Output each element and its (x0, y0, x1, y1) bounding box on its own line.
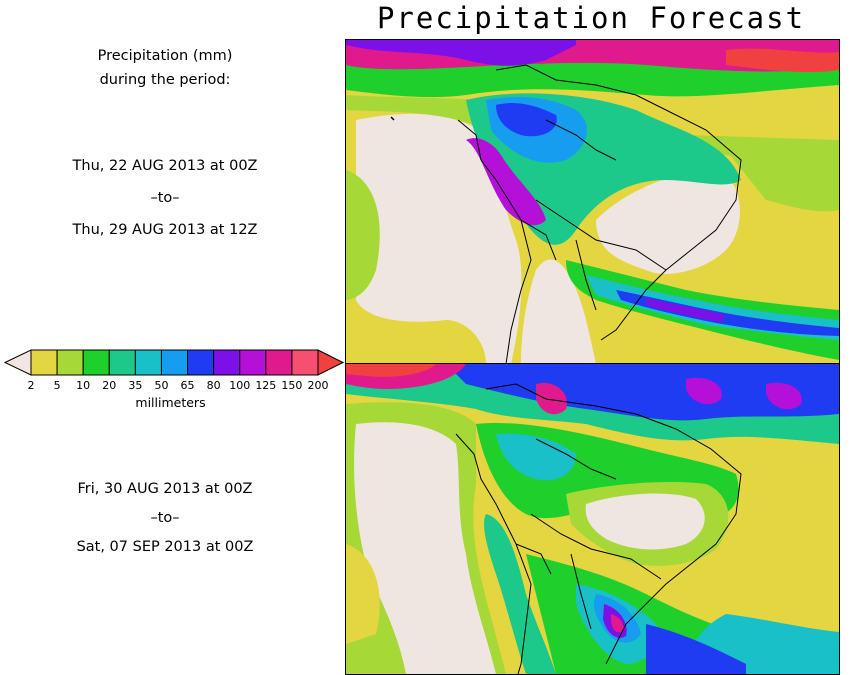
legend-unit-label: millimeters (135, 395, 205, 410)
map-panel-period-1 (345, 39, 840, 365)
legend-color-swatch (187, 349, 215, 376)
header-line-2: during the period: (99, 72, 231, 88)
legend-tick-label: 10 (76, 379, 90, 392)
legend-color-swatch (56, 349, 84, 376)
precip-map-1 (346, 40, 839, 364)
period-1-separator: –to– (150, 190, 180, 206)
header-text: Precipitation (mm) during the period: (0, 44, 330, 92)
period-2-start: Fri, 30 AUG 2013 at 00Z (77, 481, 253, 497)
legend-color-swatch (213, 349, 241, 376)
chart-title: Precipitation Forecast (376, 1, 806, 35)
legend-tick-label: 2 (28, 379, 35, 392)
legend-above-arrow (317, 349, 345, 376)
period-2-end: Sat, 07 SEP 2013 at 00Z (76, 539, 254, 555)
legend-color-swatch (160, 349, 189, 376)
period-2-separator: –to– (150, 510, 180, 526)
legend-color-swatch (82, 349, 110, 376)
legend-tick-label: 65 (181, 379, 195, 392)
legend-tick-label: 100 (229, 379, 250, 392)
map-panel-period-2 (345, 363, 840, 675)
precipitation-legend: 2 5 10 20 35 50 65 80 100 125 150 200 millimeters (0, 340, 345, 430)
period-1-text: Thu, 22 AUG 2013 at 00Z –to– Thu, 29 AUG… (0, 150, 330, 246)
legend-color-swatch (291, 349, 319, 376)
legend-color-swatch (108, 349, 136, 376)
legend-tick-label: 35 (128, 379, 142, 392)
legend-color-swatch (30, 349, 58, 376)
legend-color-swatch (265, 349, 293, 376)
legend-tick-label: 125 (255, 379, 276, 392)
legend-tick-label: 200 (308, 379, 329, 392)
legend-tick-label: 5 (54, 379, 61, 392)
legend-colorbar: 2 5 10 20 35 50 65 80 100 125 150 200 millimeters (3, 349, 345, 410)
legend-tick-label: 80 (207, 379, 221, 392)
period-1-end: Thu, 29 AUG 2013 at 12Z (72, 222, 258, 238)
legend-below-arrow (3, 349, 32, 376)
header-line-1: Precipitation (mm) (97, 48, 233, 64)
legend-color-swatch (134, 349, 162, 376)
legend-tick-label: 50 (154, 379, 168, 392)
precip-map-2 (346, 364, 839, 674)
legend-tick-label: 150 (281, 379, 302, 392)
legend-color-swatch (239, 349, 267, 376)
period-1-start: Thu, 22 AUG 2013 at 00Z (72, 158, 258, 174)
legend-tick-label: 20 (102, 379, 116, 392)
period-2-text: Fri, 30 AUG 2013 at 00Z –to– Sat, 07 SEP… (0, 475, 330, 562)
